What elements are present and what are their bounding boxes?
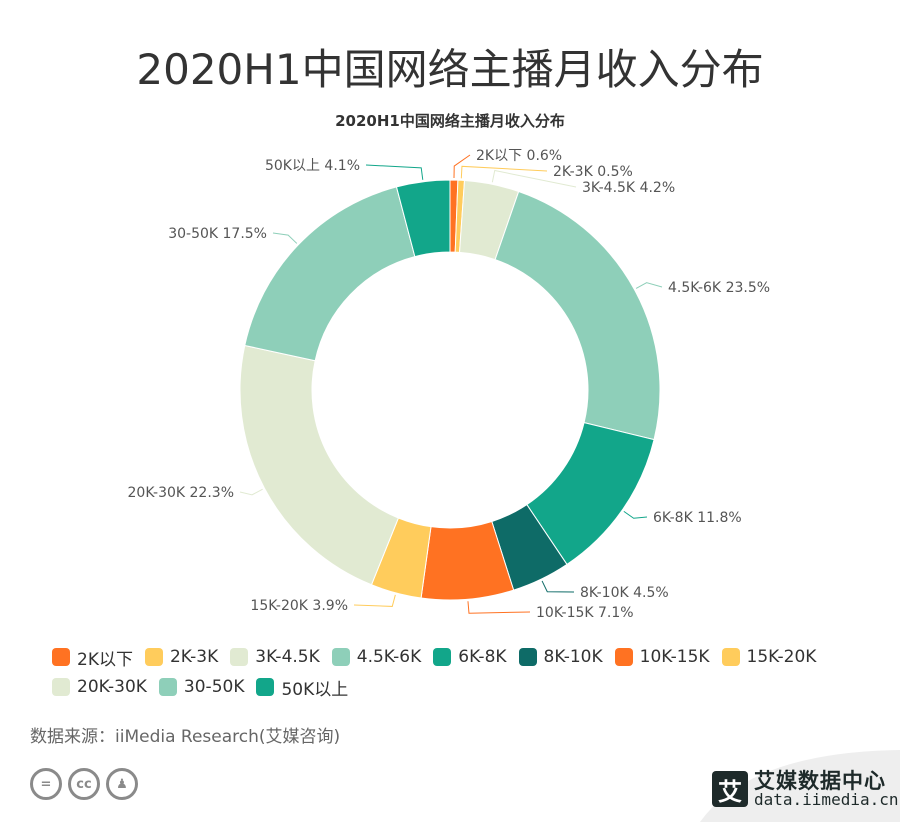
data-label-2k: 2K以下 0.6% — [476, 148, 562, 164]
donut-chart: 2020H1中国网络主播月收入分布 2K以下 0.6%2K-3K 0.5%3K-… — [128, 112, 771, 621]
legend-label: 15K-20K — [746, 647, 817, 667]
legend-item-2k[interactable]: 2K以下 — [52, 645, 133, 670]
slice-50k[interactable] — [395, 179, 451, 258]
slice-4-5k-6k[interactable] — [494, 190, 661, 441]
brand-logo: 艾 — [712, 771, 748, 808]
legend-swatch — [52, 678, 70, 696]
leader-line-50k — [365, 164, 424, 180]
legend-swatch — [331, 648, 350, 666]
data-source: 数据来源：iiMedia Research(艾媒咨询) — [30, 727, 341, 747]
data-label-30-50k: 30-50K 17.5% — [168, 226, 267, 242]
leader-line-20k-30k — [239, 488, 263, 496]
legend-label: 4.5K-6K — [356, 647, 422, 667]
chart-title: 2020H1中国网络主播月收入分布 — [335, 112, 565, 130]
legend-item-8k-10k[interactable]: 8K-10K — [518, 645, 603, 669]
legend-swatch — [721, 648, 740, 666]
legend-item-4-5k-6k[interactable]: 4.5K-6K — [331, 645, 422, 669]
leader-line-15k-20k — [353, 594, 396, 607]
legend-swatch — [518, 648, 537, 666]
page-title: 2020H1中国网络主播月收入分布 — [136, 45, 764, 94]
data-label-6k-8k: 6K-8K 11.8% — [653, 510, 742, 526]
legend-item-2k-3k[interactable]: 2K-3K — [144, 645, 219, 669]
equals-icon: = — [30, 768, 62, 800]
legend-item-10k-15k[interactable]: 10K-15K — [614, 645, 710, 669]
legend-swatch — [52, 648, 70, 666]
legend-label: 2K以下 — [77, 649, 133, 670]
brand-mark: 艾 艾媒数据中心 data.iimedia.cn — [712, 770, 899, 809]
license-icons: = cc ♟ — [30, 768, 138, 800]
legend-swatch — [230, 648, 249, 666]
legend-item-3k-4-5k[interactable]: 3K-4.5K — [230, 645, 320, 669]
legend-label: 6K-8K — [458, 647, 507, 667]
data-label-10k-15k: 10K-15K 7.1% — [536, 605, 634, 621]
person-icon: ♟ — [106, 768, 138, 800]
legend-label: 10K-15K — [639, 647, 710, 667]
legend-item-20k-30k[interactable]: 20K-30K — [52, 675, 147, 699]
leader-line-6k-8k — [623, 510, 648, 519]
legend-item-50k[interactable]: 50K以上 — [256, 675, 349, 700]
legend-swatch — [256, 678, 275, 696]
brand-url: data.iimedia.cn — [754, 790, 899, 810]
leader-line-10k-15k — [467, 601, 531, 614]
legend-swatch — [144, 648, 163, 666]
leader-line-30-50k — [272, 232, 298, 244]
legend-swatch — [158, 678, 177, 696]
legend-item-30-50k[interactable]: 30-50K — [158, 675, 245, 699]
leader-line-8k-10k — [541, 580, 575, 593]
cc-icon: cc — [68, 768, 100, 800]
data-label-20k-30k: 20K-30K 22.3% — [128, 485, 235, 501]
legend-swatch — [614, 648, 633, 666]
legend-label: 3K-4.5K — [255, 647, 320, 667]
data-label-50k: 50K以上 4.1% — [265, 158, 360, 174]
data-label-2k-3k: 2K-3K 0.5% — [553, 164, 633, 180]
slice-20k-30k[interactable] — [239, 344, 400, 586]
legend-label: 8K-10K — [543, 647, 603, 667]
data-label-3k-4-5k: 3K-4.5K 4.2% — [582, 180, 675, 196]
legend-item-6k-8k[interactable]: 6K-8K — [433, 645, 507, 669]
data-label-4-5k-6k: 4.5K-6K 23.5% — [668, 280, 770, 296]
legend-label: 30-50K — [183, 677, 245, 697]
leader-line-2k-3k — [460, 165, 548, 179]
leader-line-4-5k-6k — [635, 282, 663, 289]
leader-line-3k-4-5k — [491, 169, 577, 188]
legend-label: 2K-3K — [169, 647, 219, 667]
brand-background — [700, 750, 900, 822]
slice-30-50k[interactable] — [244, 186, 416, 362]
leader-line-2k — [453, 154, 471, 179]
legend-label: 50K以上 — [281, 679, 349, 700]
brand-name: 艾媒数据中心 — [754, 769, 886, 793]
legend-swatch — [433, 648, 452, 666]
data-label-8k-10k: 8K-10K 4.5% — [580, 585, 669, 601]
data-label-15k-20k: 15K-20K 3.9% — [250, 598, 348, 614]
chart-legend: 2K以下 2K-3K 3K-4.5K 4.5K-6K 6K-8K 8K-10K 10K-15… — [52, 645, 872, 700]
legend-label: 20K-30K — [77, 677, 147, 697]
legend-item-15k-20k[interactable]: 15K-20K — [721, 645, 817, 669]
